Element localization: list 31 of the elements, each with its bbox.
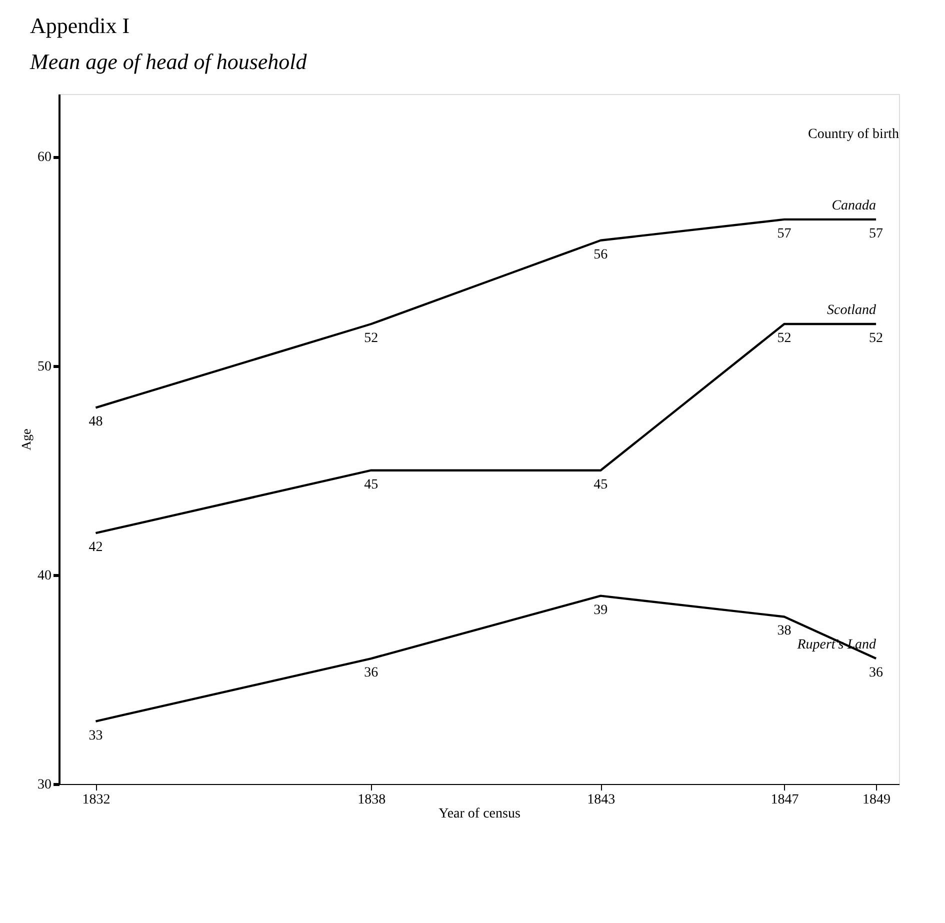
x-tick-label: 1832 bbox=[82, 792, 110, 808]
data-label: 45 bbox=[594, 477, 608, 492]
x-tick-label: 1838 bbox=[358, 792, 386, 808]
series-label: Canada bbox=[832, 198, 876, 214]
legend-title: Country of birth bbox=[808, 127, 899, 142]
data-label: 48 bbox=[88, 414, 103, 430]
data-label: 39 bbox=[594, 602, 608, 618]
data-label: 52 bbox=[777, 331, 792, 346]
data-label: 36 bbox=[364, 666, 378, 681]
x-tick-label: 1843 bbox=[587, 792, 616, 808]
data-label: 38 bbox=[777, 624, 792, 639]
data-label: 52 bbox=[869, 331, 884, 346]
y-axis-title: Age bbox=[18, 428, 34, 450]
y-tick-label: 30 bbox=[38, 778, 52, 792]
data-label: 52 bbox=[364, 331, 378, 346]
data-label: 36 bbox=[869, 666, 884, 681]
x-axis-title: Year of census bbox=[438, 806, 520, 822]
data-label: 33 bbox=[88, 728, 103, 744]
data-label: 45 bbox=[364, 477, 378, 492]
data-label: 57 bbox=[869, 226, 884, 242]
series-label: Scotland bbox=[827, 303, 878, 318]
y-tick-label: 60 bbox=[38, 150, 52, 166]
chart-title: Appendix I bbox=[30, 13, 130, 38]
y-tick-label: 40 bbox=[38, 568, 52, 584]
data-label: 57 bbox=[777, 226, 792, 242]
x-tick-label: 1847 bbox=[770, 792, 799, 808]
x-tick-label: 1849 bbox=[862, 792, 891, 808]
data-label: 42 bbox=[88, 540, 103, 556]
data-label: 56 bbox=[594, 247, 608, 262]
y-tick-label: 50 bbox=[38, 359, 52, 374]
chart-subtitle: Mean age of head of household bbox=[29, 49, 308, 74]
